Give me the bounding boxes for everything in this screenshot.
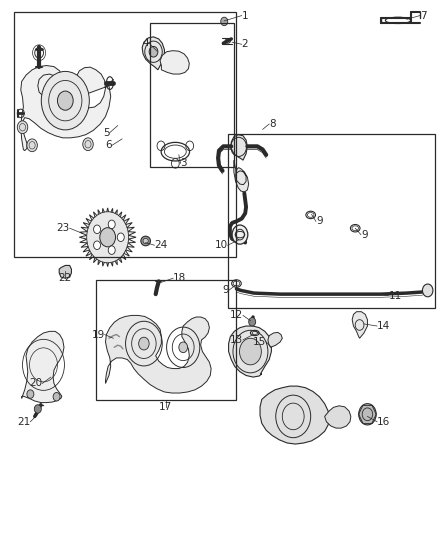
Text: 3: 3 — [180, 158, 187, 168]
Polygon shape — [160, 51, 189, 74]
Circle shape — [179, 342, 187, 353]
Circle shape — [423, 284, 433, 297]
Polygon shape — [106, 316, 211, 393]
Circle shape — [53, 392, 60, 401]
Polygon shape — [21, 332, 64, 402]
Text: 8: 8 — [269, 119, 276, 129]
Circle shape — [139, 337, 149, 350]
Polygon shape — [142, 37, 164, 70]
Polygon shape — [234, 160, 249, 192]
Circle shape — [27, 139, 37, 152]
Text: 5: 5 — [103, 127, 110, 138]
Circle shape — [240, 338, 261, 365]
Text: 9: 9 — [361, 230, 367, 240]
Polygon shape — [79, 208, 136, 266]
Polygon shape — [352, 312, 367, 338]
Text: 24: 24 — [154, 240, 168, 250]
Ellipse shape — [143, 238, 148, 244]
Circle shape — [17, 121, 28, 134]
Circle shape — [87, 212, 129, 263]
Circle shape — [249, 318, 256, 326]
Text: 21: 21 — [17, 417, 30, 427]
Text: 10: 10 — [215, 240, 228, 250]
Circle shape — [57, 91, 73, 110]
Circle shape — [117, 233, 124, 241]
Circle shape — [108, 246, 115, 254]
Ellipse shape — [141, 236, 150, 246]
Polygon shape — [59, 265, 71, 278]
Text: 12: 12 — [230, 310, 243, 320]
Circle shape — [27, 390, 34, 398]
Circle shape — [359, 403, 376, 425]
Text: 18: 18 — [173, 273, 187, 283]
Text: 15: 15 — [253, 337, 266, 347]
Text: 20: 20 — [29, 378, 42, 389]
Text: 2: 2 — [242, 39, 248, 49]
Text: 6: 6 — [106, 140, 112, 150]
Circle shape — [100, 228, 116, 247]
Circle shape — [94, 241, 101, 249]
Polygon shape — [260, 386, 329, 444]
Polygon shape — [231, 135, 247, 160]
Polygon shape — [229, 326, 272, 377]
Text: 16: 16 — [377, 417, 390, 427]
Circle shape — [108, 220, 115, 229]
Text: 9: 9 — [222, 286, 229, 295]
Circle shape — [94, 225, 101, 233]
Text: 22: 22 — [59, 273, 72, 283]
Circle shape — [34, 405, 41, 413]
Text: 9: 9 — [316, 216, 322, 227]
Text: 1: 1 — [242, 11, 248, 21]
Circle shape — [149, 46, 158, 57]
Circle shape — [232, 225, 248, 244]
Text: 7: 7 — [420, 11, 427, 21]
Text: 17: 17 — [159, 402, 173, 413]
Text: 13: 13 — [230, 335, 243, 345]
Text: 4: 4 — [142, 38, 149, 48]
Polygon shape — [21, 66, 111, 151]
Circle shape — [41, 71, 89, 130]
Circle shape — [83, 138, 93, 151]
Text: 11: 11 — [389, 290, 402, 301]
Polygon shape — [325, 406, 351, 428]
Polygon shape — [268, 333, 283, 348]
Text: 23: 23 — [57, 223, 70, 233]
Circle shape — [221, 17, 228, 26]
Text: 14: 14 — [377, 321, 390, 331]
Text: 19: 19 — [92, 329, 105, 340]
